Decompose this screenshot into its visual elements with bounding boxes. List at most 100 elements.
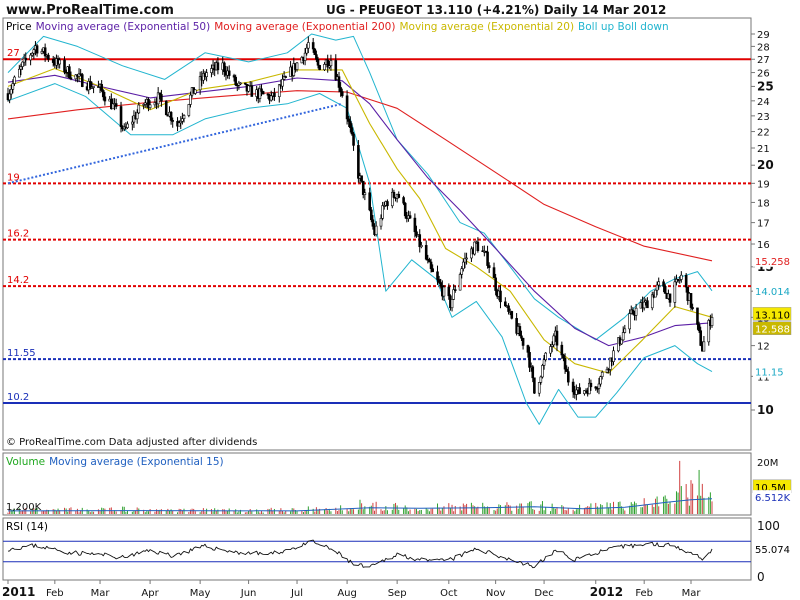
candle-body bbox=[696, 307, 699, 325]
candle-body bbox=[281, 79, 284, 87]
candle-body bbox=[370, 209, 373, 221]
candle-body bbox=[392, 191, 396, 198]
candle-body bbox=[232, 75, 236, 78]
candle-body bbox=[58, 59, 61, 65]
time-tick-label-7: Aug bbox=[337, 588, 357, 599]
candle-body bbox=[47, 54, 50, 60]
candle-body bbox=[51, 59, 55, 63]
price-tick-label: 17 bbox=[757, 219, 770, 230]
candle-body bbox=[499, 290, 502, 303]
candle-body bbox=[650, 294, 654, 309]
rsi-badge: 55.074 bbox=[755, 545, 790, 556]
candle-body bbox=[673, 281, 677, 303]
candle-body bbox=[210, 68, 213, 73]
level-label-3: 14.2 bbox=[7, 275, 29, 286]
candle-body bbox=[247, 85, 250, 92]
price-legend: Price Moving average (Exponential 50) Movi… bbox=[6, 21, 669, 33]
candle-body bbox=[544, 352, 547, 361]
price-tick-label: 12 bbox=[757, 342, 770, 353]
candle-body bbox=[563, 357, 567, 370]
rsi-tick-label-1: 0 bbox=[757, 570, 765, 584]
candle-body bbox=[80, 74, 84, 87]
candle-body bbox=[697, 324, 701, 332]
candlesticks bbox=[6, 36, 714, 401]
volume-legend: Volume Moving average (Exponential 15) bbox=[6, 456, 224, 468]
watermark-label: www.ProRealTime.com bbox=[6, 3, 174, 18]
candle-body bbox=[494, 277, 497, 291]
candle-body bbox=[531, 366, 535, 379]
volume-panel-frame bbox=[2, 452, 752, 516]
candle-body bbox=[575, 389, 578, 395]
candle-body bbox=[631, 309, 635, 314]
candle-body bbox=[361, 180, 365, 195]
candle-body bbox=[339, 87, 342, 92]
candle-body bbox=[597, 383, 601, 389]
candle-body bbox=[680, 274, 683, 280]
time-tick-label-12: 2012 bbox=[590, 585, 623, 599]
candle-body bbox=[119, 106, 123, 128]
chart-title: UG - PEUGEOT 13.110 (+4.21%) Daily 14 Ma… bbox=[326, 3, 666, 17]
rsi-lines bbox=[3, 539, 751, 569]
candle-body bbox=[160, 94, 163, 102]
level-label-4: 11.55 bbox=[7, 348, 36, 359]
candle-body bbox=[171, 120, 174, 122]
candle-body bbox=[371, 219, 375, 227]
candle-body bbox=[177, 122, 181, 127]
candle-body bbox=[382, 205, 386, 207]
candle-body bbox=[571, 381, 575, 393]
rsi-panel-frame bbox=[2, 517, 752, 581]
rsi-line bbox=[7, 539, 713, 569]
candle-body bbox=[418, 234, 422, 248]
legend-entry-2: Moving average (Exponential 200) bbox=[214, 21, 395, 33]
candle-body bbox=[710, 317, 714, 326]
price-panel-frame bbox=[2, 17, 752, 451]
price-tick-label: 24 bbox=[757, 97, 770, 108]
candle-body bbox=[323, 64, 326, 71]
candle-body bbox=[239, 82, 242, 85]
candle-body bbox=[164, 100, 168, 116]
candle-body bbox=[182, 115, 186, 119]
candle-body bbox=[337, 76, 341, 88]
legend-entry-0: Price bbox=[6, 21, 32, 33]
candle-body bbox=[30, 52, 34, 56]
price-tick-label: 11 bbox=[757, 372, 770, 383]
candle-body bbox=[181, 118, 184, 122]
rsi-axis: 100 0 55.074 bbox=[753, 519, 791, 584]
candle-body bbox=[549, 346, 552, 354]
legend-entry-1: Moving average (Exponential 50) bbox=[36, 21, 211, 33]
candle-body bbox=[32, 49, 36, 54]
candle-body bbox=[89, 81, 92, 89]
candle-body bbox=[277, 84, 281, 97]
value-badge-4: 11.15 bbox=[755, 368, 784, 379]
price-tick-label: 29 bbox=[757, 30, 770, 41]
candle-body bbox=[620, 339, 623, 345]
candle-body bbox=[528, 352, 531, 368]
candle-body bbox=[11, 83, 15, 90]
candle-body bbox=[583, 390, 586, 394]
candle-body bbox=[662, 281, 665, 287]
candle-body bbox=[205, 72, 208, 78]
legend-entry-3: Moving average (Exponential 20) bbox=[399, 21, 574, 33]
candle-body bbox=[442, 286, 446, 297]
candle-body bbox=[600, 371, 604, 377]
candle-body bbox=[63, 59, 66, 73]
candle-body bbox=[187, 104, 191, 116]
candle-body bbox=[295, 62, 299, 70]
candle-body bbox=[655, 284, 659, 291]
candle-body bbox=[347, 118, 350, 122]
value-badge-bg-4 bbox=[753, 364, 791, 378]
price-tick-label: 19 bbox=[757, 179, 770, 190]
time-tick-label-14: Mar bbox=[682, 588, 702, 599]
candle-body bbox=[390, 191, 394, 207]
candle-body bbox=[313, 48, 317, 55]
candle-body bbox=[143, 102, 147, 105]
candle-body bbox=[555, 330, 559, 346]
candle-body bbox=[537, 382, 541, 394]
time-tick-label-3: Apr bbox=[141, 588, 159, 599]
price-tick-label: 25 bbox=[757, 79, 774, 93]
candle-body bbox=[374, 225, 378, 235]
time-tick-label-6: Jul bbox=[290, 588, 303, 599]
candle-body bbox=[463, 258, 467, 263]
candle-body bbox=[518, 326, 522, 337]
candle-body bbox=[654, 289, 657, 298]
